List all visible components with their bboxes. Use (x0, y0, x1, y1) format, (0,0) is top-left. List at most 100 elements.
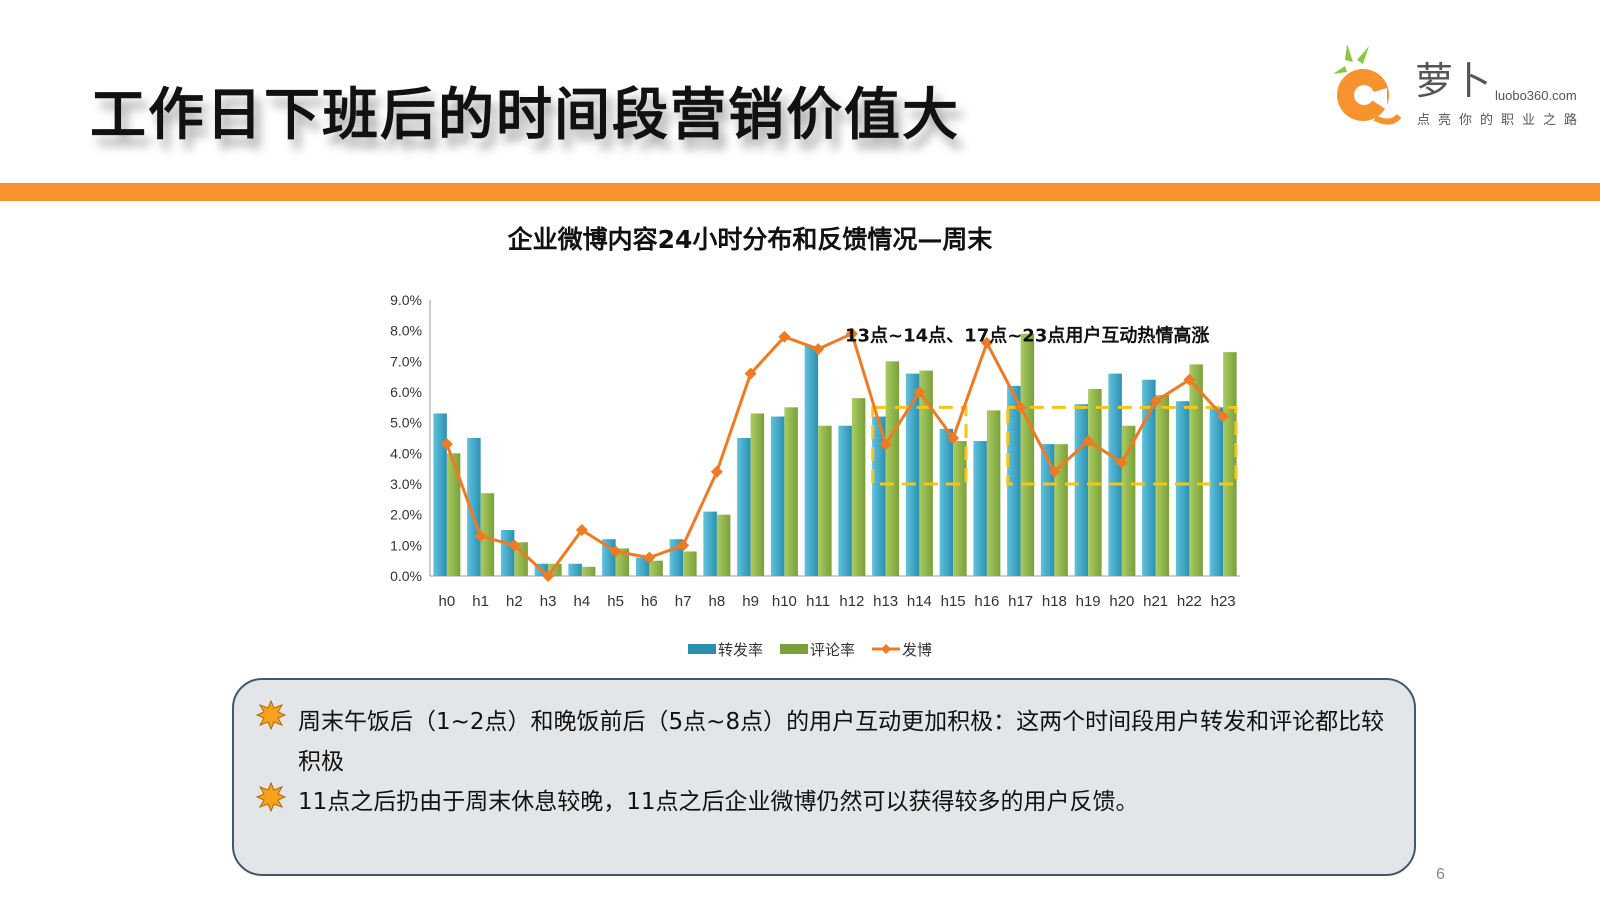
x-tick-label: h11 (806, 593, 830, 610)
comment-bar (615, 548, 630, 576)
y-tick-label: 6.0% (390, 384, 422, 400)
post-point (744, 367, 757, 380)
comment-bar (784, 407, 798, 576)
logo: 萝卜 luobo360.com 点亮你的职业之路 (1325, 40, 1585, 135)
repost-bar (1040, 444, 1055, 576)
logo-name: 萝卜 (1415, 59, 1492, 103)
y-tick-label: 0.0% (390, 568, 422, 584)
x-tick-label: h1 (472, 593, 489, 610)
y-tick-label: 3.0% (390, 476, 422, 492)
repost-bar (973, 441, 987, 576)
legend-label: 评论率 (810, 641, 855, 659)
repost-bar (1007, 385, 1021, 576)
comment-bar (851, 398, 866, 576)
note-line-1-cont: 积极 (298, 749, 344, 775)
slide-title: 工作日下班后的时间段营销价值大 (90, 83, 960, 148)
repost-bar (905, 373, 920, 576)
legend-swatch (780, 644, 808, 654)
chart-title: 企业微博内容24小时分布和反馈情况—周末 (507, 225, 993, 254)
post-point (1183, 373, 1196, 386)
repost-bar (872, 416, 886, 576)
legend-label: 发博 (902, 641, 932, 659)
comment-bar (750, 413, 765, 576)
comment-bar (1223, 352, 1237, 576)
repost-bar (703, 511, 717, 576)
x-tick-label: h12 (839, 593, 864, 610)
x-tick-label: h8 (709, 593, 726, 610)
legend-swatch (881, 644, 891, 654)
repost-bar (1209, 407, 1224, 576)
post-point (508, 539, 521, 552)
logo-slogan: 点亮你的职业之路 (1417, 113, 1586, 128)
post-point (575, 524, 588, 536)
comment-bar (581, 566, 596, 576)
post-point (980, 336, 993, 349)
comment-bar (716, 514, 731, 576)
chart-annotation: 13点~14点、17点~23点用户互动热情高涨 (845, 324, 1209, 346)
post-point (947, 432, 960, 444)
comment-bar (919, 370, 933, 576)
x-tick-label: h20 (1109, 593, 1134, 610)
x-tick-label: h9 (742, 593, 759, 610)
x-tick-label: h22 (1177, 593, 1202, 610)
y-tick-label: 8.0% (390, 323, 422, 339)
post-point (1149, 395, 1162, 408)
repost-bar (1175, 401, 1190, 576)
x-tick-label: h2 (506, 593, 523, 610)
x-tick-label: h7 (675, 593, 692, 610)
orange-burst-icon (256, 782, 286, 812)
comment-bar (1054, 444, 1068, 576)
x-tick-label: h4 (574, 593, 591, 610)
post-point (1217, 410, 1230, 423)
orange-burst-icon (256, 700, 286, 730)
note-line-1: 周末午饭后（1~2点）和晚饭前后（5点~8点）的用户互动更加积极：这两个时间段用… (298, 709, 1385, 735)
highlight-box (871, 405, 968, 486)
comment-bar (986, 410, 1001, 576)
y-tick-label: 1.0% (390, 537, 422, 553)
highlight-box (1006, 405, 1238, 486)
x-tick-label: h18 (1042, 593, 1067, 610)
repost-bar (500, 530, 515, 576)
y-tick-label: 7.0% (390, 353, 422, 369)
repost-bar (770, 416, 785, 576)
x-tick-label: h5 (607, 593, 624, 610)
x-tick-label: h13 (873, 593, 898, 610)
comment-bar (480, 493, 495, 576)
repost-bar (1108, 373, 1122, 576)
comment-bar (683, 551, 697, 576)
x-tick-label: h10 (772, 593, 797, 610)
comment-bar (885, 361, 900, 576)
y-tick-label: 4.0% (390, 445, 422, 461)
x-tick-label: h6 (641, 593, 658, 610)
post-line (445, 331, 1225, 579)
comment-bar (1155, 395, 1170, 576)
x-tick-label: h0 (439, 593, 456, 610)
repost-bar (804, 346, 819, 576)
post-point (1048, 465, 1061, 478)
comment-bar (818, 425, 832, 576)
post-point (542, 570, 555, 582)
post-point (710, 465, 723, 478)
carrot-logo-icon (1333, 44, 1402, 125)
y-tick-label: 9.0% (390, 292, 422, 308)
x-tick-label: h14 (907, 593, 932, 610)
comment-bar (1020, 333, 1035, 576)
post-point (677, 539, 690, 552)
post-point (440, 438, 453, 451)
repost-bar (433, 413, 447, 576)
page-number: 6 (1436, 866, 1445, 883)
post-point (913, 386, 926, 398)
comment-bar (514, 542, 528, 576)
post-point (474, 530, 487, 543)
comment-bar (1189, 364, 1203, 576)
repost-bar (635, 557, 650, 576)
notes-box: 周末午饭后（1~2点）和晚饭前后（5点~8点）的用户互动更加积极：这两个时间段用… (232, 678, 1416, 876)
x-tick-label: h23 (1211, 593, 1236, 610)
x-tick-label: h15 (941, 593, 966, 610)
x-tick-label: h21 (1143, 593, 1168, 610)
x-tick-label: h19 (1076, 593, 1101, 610)
legend-swatch (688, 644, 716, 654)
y-tick-label: 2.0% (390, 507, 422, 523)
logo-url: luobo360.com (1495, 88, 1577, 103)
